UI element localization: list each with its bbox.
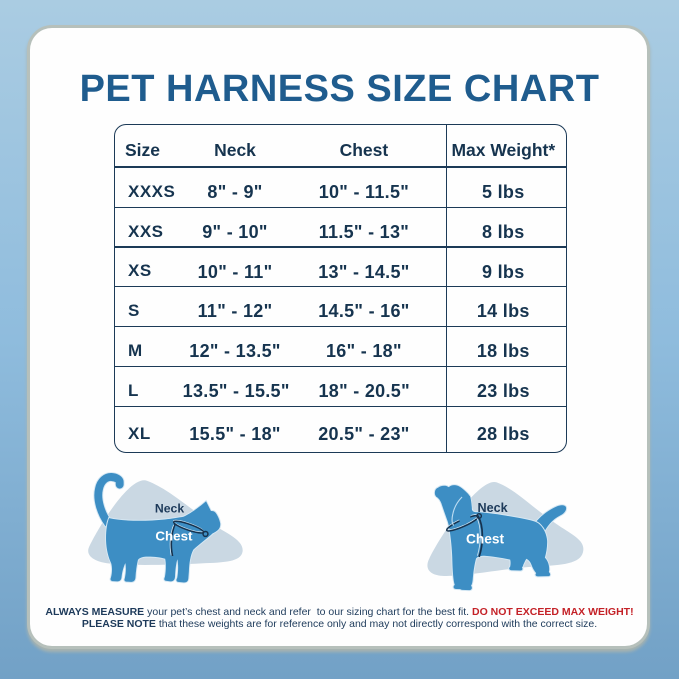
svg-text:Chest: Chest [155, 528, 193, 543]
svg-text:Chest: Chest [466, 531, 505, 546]
svg-text:Neck: Neck [478, 501, 508, 515]
svg-text:Neck: Neck [155, 502, 184, 516]
